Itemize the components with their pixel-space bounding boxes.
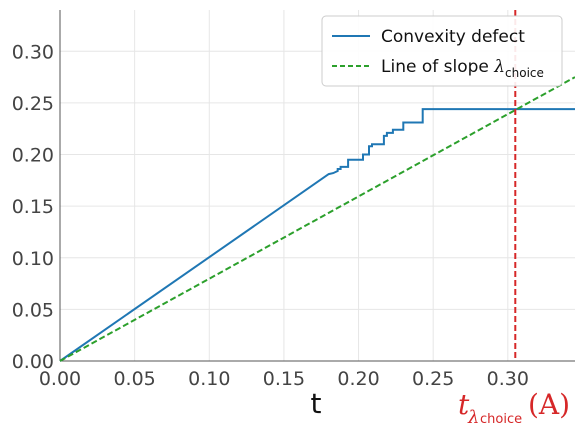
y-tick-label: 0.20 [12, 145, 54, 167]
vertical-line-label-arg: (A) [528, 388, 570, 421]
y-tick-label: 0.15 [12, 196, 54, 218]
x-tick-label: 0.10 [188, 368, 230, 390]
series-line-1 [60, 77, 575, 361]
y-tick-label: 0.05 [12, 299, 54, 321]
legend: Convexity defect Line of slope λchoice [322, 16, 562, 86]
vertical-line-label-sub: λ [467, 407, 479, 423]
legend-label-convexity: Convexity defect [381, 27, 525, 47]
x-tick-label: 0.15 [263, 368, 305, 390]
vertical-line-label: t λ choice (A) [458, 388, 570, 423]
x-tick-label: 0.25 [412, 368, 454, 390]
x-axis-title: t [311, 387, 322, 420]
series-line-0 [60, 109, 575, 361]
y-tick-label: 0.00 [12, 351, 54, 373]
x-tick-label: 0.20 [337, 368, 379, 390]
y-tick-label: 0.10 [12, 248, 54, 270]
x-tick-label: 0.05 [113, 368, 155, 390]
x-tick-label: 0.30 [487, 368, 529, 390]
vertical-line-label-subsub: choice [480, 412, 522, 423]
y-tick-label: 0.30 [12, 41, 54, 63]
y-tick-label: 0.25 [12, 93, 54, 115]
